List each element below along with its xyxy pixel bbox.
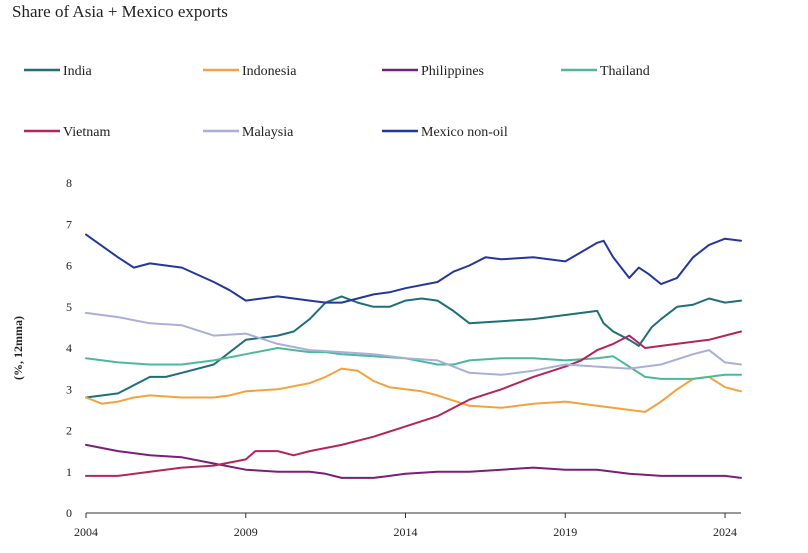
legend: India Indonesia Philippines Thailand Vietnam… <box>24 64 650 140</box>
legend-item: Philippines <box>382 64 484 79</box>
legend-label: Mexico non-oil <box>421 125 508 140</box>
series-line <box>85 311 742 376</box>
y-tick-label: 7 <box>66 217 72 231</box>
y-tick-label: 8 <box>66 176 72 190</box>
y-tick-label: 1 <box>66 465 72 479</box>
series-line <box>85 295 742 399</box>
y-tick-label: 6 <box>66 259 72 273</box>
legend-label: Vietnam <box>63 125 110 140</box>
legend-item: India <box>24 64 93 79</box>
chart-title: Share of Asia + Mexico exports <box>12 2 228 21</box>
series-line <box>85 443 742 479</box>
y-tick-label: 4 <box>66 341 72 355</box>
axes: 0 1 2 3 4 5 6 7 8 2004 2009 2014 2019 2024 (%, 12mma) <box>11 176 741 539</box>
x-tick-label: 2004 <box>74 525 98 539</box>
series-line <box>85 367 742 413</box>
y-tick-label: 2 <box>66 424 72 438</box>
legend-label: Thailand <box>600 64 650 79</box>
legend-item: Vietnam <box>24 125 110 140</box>
plot-area <box>85 233 742 479</box>
legend-label: Malaysia <box>242 125 294 140</box>
legend-item: Indonesia <box>203 64 297 79</box>
legend-label: Philippines <box>421 64 484 79</box>
legend-item: Mexico non-oil <box>382 125 508 140</box>
x-tick-label: 2019 <box>553 525 577 539</box>
legend-label: Indonesia <box>242 64 297 79</box>
legend-label: India <box>63 64 93 79</box>
series-line <box>85 233 742 304</box>
y-tick-label: 5 <box>66 300 72 314</box>
y-axis-label: (%, 12mma) <box>11 316 25 380</box>
y-tick-label: 3 <box>66 382 72 396</box>
legend-item: Malaysia <box>203 125 294 140</box>
y-tick-label: 0 <box>66 506 72 520</box>
x-tick-label: 2009 <box>234 525 258 539</box>
legend-item: Thailand <box>561 64 650 79</box>
series-line <box>85 330 742 477</box>
series-line <box>85 347 742 380</box>
x-tick-label: 2024 <box>713 525 737 539</box>
x-tick-label: 2014 <box>394 525 418 539</box>
